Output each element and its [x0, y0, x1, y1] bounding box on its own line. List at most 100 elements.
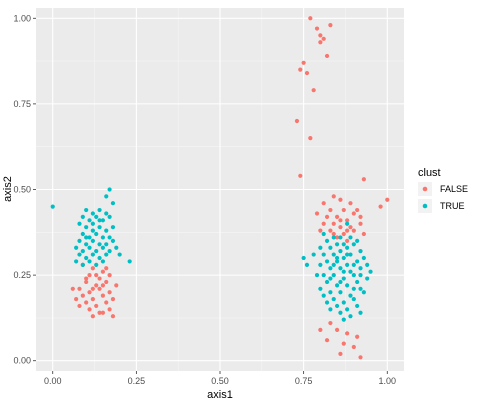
- data-point-false: [70, 286, 75, 291]
- data-point-false: [104, 266, 109, 271]
- data-point-false: [90, 314, 95, 319]
- data-point-true: [324, 300, 330, 305]
- data-point-true: [87, 218, 92, 223]
- data-point-true: [301, 255, 306, 261]
- data-point-false: [328, 23, 333, 28]
- legend-title: clust: [418, 167, 441, 179]
- data-point-false: [321, 36, 326, 41]
- data-point-true: [110, 201, 116, 206]
- data-point-false: [318, 40, 323, 45]
- data-point-true: [97, 255, 102, 261]
- data-point-true: [321, 252, 326, 257]
- data-point-false: [104, 300, 109, 305]
- data-point-false: [80, 293, 85, 298]
- data-point-true: [341, 269, 346, 274]
- y-tick-label: 0.00: [13, 356, 31, 366]
- data-point-false: [314, 211, 320, 216]
- data-point-true: [351, 262, 356, 267]
- data-point-true: [110, 238, 116, 243]
- data-point-true: [334, 283, 340, 288]
- data-point-true: [338, 310, 343, 315]
- data-point-false: [298, 67, 303, 72]
- data-point-false: [338, 218, 343, 223]
- data-point-false: [107, 307, 112, 312]
- data-point-false: [110, 296, 116, 302]
- data-point-false: [97, 310, 102, 315]
- data-point-true: [338, 290, 343, 295]
- data-point-false: [90, 296, 95, 302]
- data-point-false: [341, 207, 346, 213]
- data-point-true: [348, 314, 353, 319]
- data-point-true: [355, 238, 360, 243]
- data-point-true: [304, 262, 310, 267]
- data-point-true: [355, 279, 360, 285]
- data-point-true: [97, 218, 102, 223]
- legend: clust FALSE TRUE: [418, 167, 468, 213]
- data-point-true: [318, 245, 323, 250]
- data-point-true: [341, 317, 346, 322]
- data-point-true: [100, 218, 106, 223]
- data-point-false: [358, 221, 363, 226]
- data-point-false: [321, 221, 326, 226]
- data-point-false: [324, 214, 330, 219]
- data-point-true: [345, 307, 350, 312]
- data-point-true: [348, 269, 353, 274]
- data-point-true: [94, 262, 99, 267]
- data-point-true: [87, 245, 92, 250]
- data-point-true: [97, 225, 102, 230]
- data-point-false: [328, 207, 333, 213]
- data-point-true: [77, 238, 82, 243]
- data-point-false: [318, 33, 323, 38]
- data-point-false: [107, 290, 112, 295]
- x-tick-label: 0.75: [295, 376, 313, 386]
- y-tick-label: 1.00: [13, 13, 31, 23]
- data-point-true: [351, 242, 356, 247]
- data-point-true: [97, 207, 102, 213]
- data-point-true: [84, 235, 89, 240]
- data-point-true: [97, 242, 102, 247]
- data-point-false: [100, 283, 106, 288]
- data-point-true: [361, 255, 366, 261]
- data-point-true: [345, 221, 350, 226]
- data-point-false: [84, 300, 89, 305]
- data-point-false: [308, 136, 313, 141]
- data-point-true: [77, 252, 82, 257]
- data-point-true: [334, 259, 340, 264]
- x-tick-label: 0.50: [211, 376, 229, 386]
- data-point-true: [87, 235, 92, 240]
- data-point-true: [358, 249, 363, 254]
- data-point-true: [331, 262, 336, 267]
- data-point-true: [368, 269, 373, 274]
- data-point-false: [94, 273, 99, 278]
- data-points: [50, 16, 390, 360]
- data-point-true: [328, 290, 333, 295]
- data-point-true: [84, 225, 89, 230]
- data-point-true: [107, 187, 112, 192]
- data-point-true: [348, 235, 353, 240]
- data-point-false: [97, 286, 102, 291]
- data-point-false: [311, 88, 316, 93]
- legend-label-true: TRUE: [440, 201, 465, 211]
- data-point-false: [84, 276, 89, 281]
- data-point-true: [104, 252, 109, 257]
- data-point-true: [324, 279, 330, 285]
- data-point-false: [348, 225, 353, 230]
- data-point-false: [358, 355, 363, 360]
- data-point-true: [311, 252, 316, 257]
- data-point-true: [84, 255, 89, 261]
- data-point-false: [355, 334, 360, 339]
- data-point-false: [334, 214, 340, 219]
- data-point-true: [341, 276, 346, 281]
- data-point-false: [331, 231, 336, 237]
- data-point-false: [321, 201, 326, 206]
- data-point-true: [365, 262, 370, 267]
- data-point-true: [100, 245, 106, 250]
- data-point-true: [107, 235, 112, 240]
- x-tick-label: 0.25: [128, 376, 146, 386]
- data-point-true: [84, 242, 89, 247]
- data-point-true: [318, 262, 323, 267]
- data-point-false: [94, 303, 99, 309]
- data-point-false: [100, 269, 106, 274]
- data-point-true: [338, 235, 343, 240]
- data-point-true: [361, 290, 366, 295]
